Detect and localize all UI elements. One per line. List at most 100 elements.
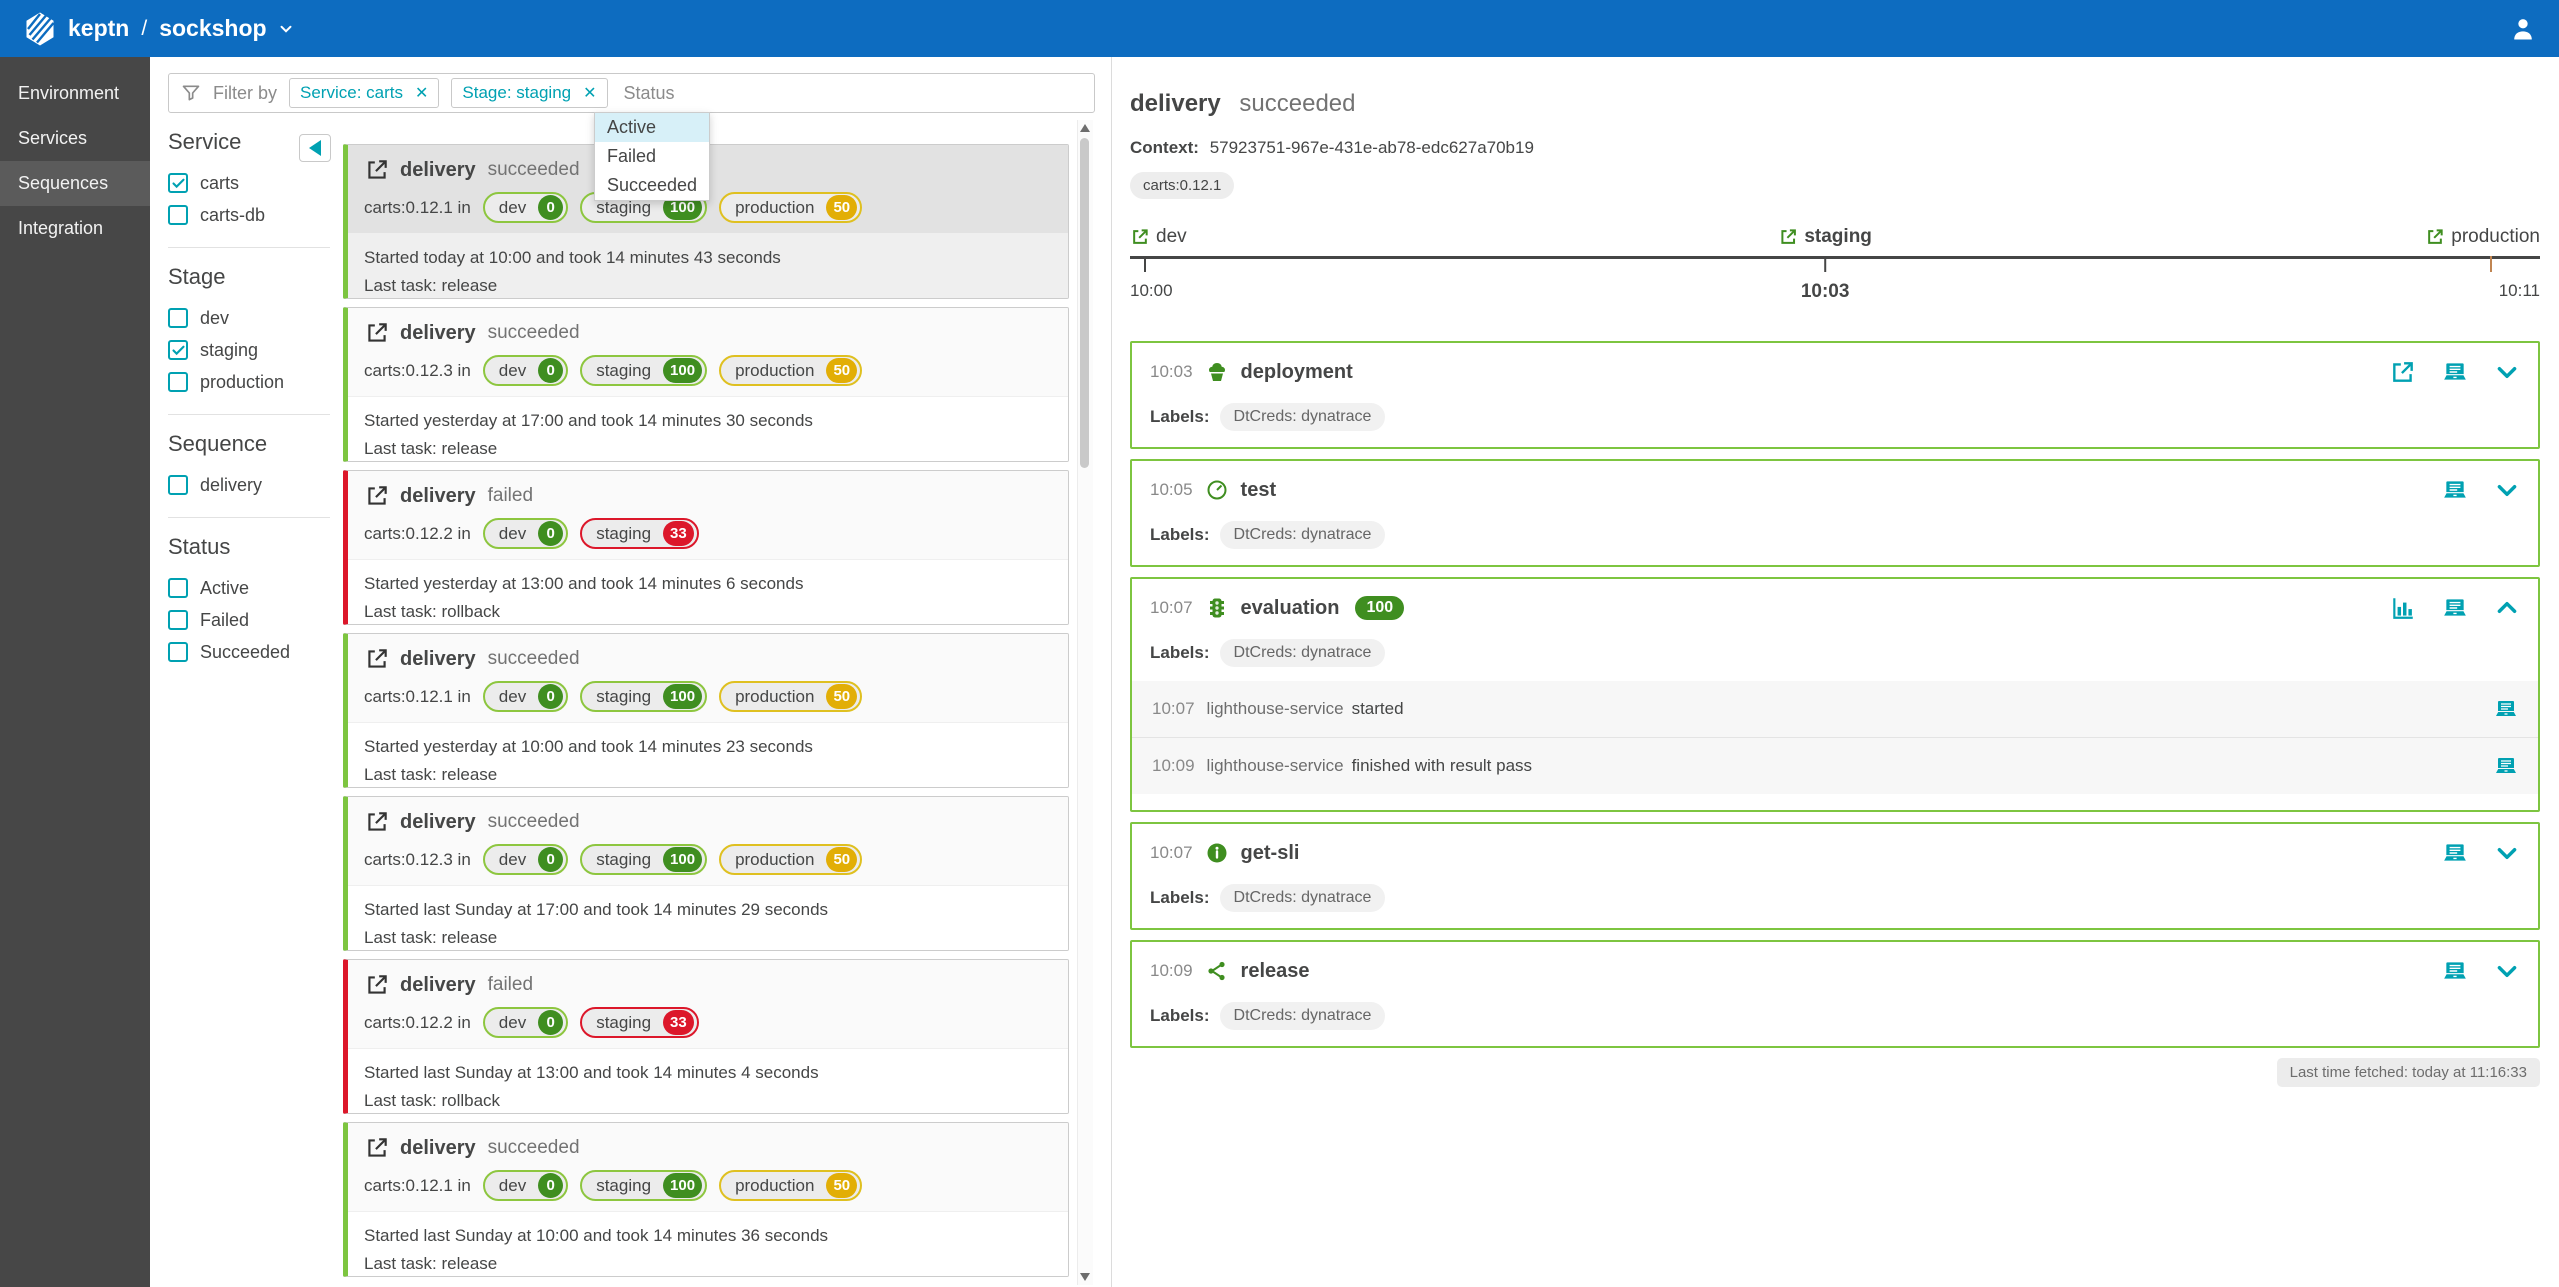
facet-option[interactable]: staging [168,334,330,366]
stage-badge[interactable]: dev 0 [483,355,568,386]
project-switcher[interactable]: sockshop [159,15,266,42]
chip-remove-icon[interactable]: ✕ [583,83,596,103]
sequence-started-text: Started last Sunday at 13:00 and took 14… [364,1063,1052,1083]
checkbox[interactable] [168,308,188,328]
stage-badge[interactable]: dev 0 [483,681,568,712]
stage-badge[interactable]: staging 100 [580,1170,707,1201]
user-icon[interactable] [2509,15,2537,43]
dropdown-option[interactable]: Succeeded [595,171,709,200]
expand-toggle[interactable] [2494,958,2520,984]
evaluation-chart-button[interactable] [2390,595,2416,621]
event-row[interactable]: 10:09 lighthouse-service finished with r… [1132,737,2538,794]
stage-badge[interactable]: production 50 [719,1170,862,1201]
facet-option[interactable]: carts [168,167,330,199]
filter-bar[interactable]: Filter by Service: carts ✕ Stage: stagin… [168,73,1095,113]
stage-badge[interactable]: production 50 [719,192,862,223]
event-payload-button[interactable] [2494,697,2518,721]
stage-badge[interactable]: dev 0 [483,1007,568,1038]
facet-option[interactable]: Failed [168,604,330,636]
expand-toggle[interactable] [2494,595,2520,621]
checkbox[interactable] [168,173,188,193]
event-payload-button[interactable] [2442,359,2468,385]
stage-badge[interactable]: staging 100 [580,681,707,712]
stage-badge[interactable]: dev 0 [483,518,568,549]
status-filter-input[interactable]: Status [624,83,675,104]
chip-remove-icon[interactable]: ✕ [415,83,428,103]
checkbox[interactable] [168,340,188,360]
chevron-down-icon[interactable] [277,20,295,38]
open-deployment-button[interactable] [2390,359,2416,385]
checkbox[interactable] [168,578,188,598]
event-payload-button[interactable] [2442,840,2468,866]
facet-option[interactable]: delivery [168,469,330,501]
home-link[interactable]: keptn [22,11,129,47]
sequence-card[interactable]: delivery succeeded carts:0.12.1 in dev 0… [343,633,1069,788]
scroll-down-icon[interactable] [1080,1273,1090,1281]
filter-chip[interactable]: Stage: staging ✕ [451,78,607,108]
ship-icon [1205,360,1229,384]
facet-title: Status [168,534,330,560]
stage-badge[interactable]: dev 0 [483,1170,568,1201]
stage-badge[interactable]: staging 33 [580,518,699,549]
timeline-stage[interactable]: staging 10:03 [1778,223,1872,303]
facet-option[interactable]: production [168,366,330,398]
stage-badge[interactable]: production 50 [719,355,862,386]
event-message: started [1352,699,1404,719]
filter-chip[interactable]: Service: carts ✕ [289,78,439,108]
timeline-stage[interactable]: production 10:11 [2425,223,2540,301]
task-header[interactable]: 10:03 deployment [1150,357,2520,387]
stage-badge[interactable]: staging 33 [580,1007,699,1038]
task-header[interactable]: 10:07 get-sli [1150,838,2520,868]
checkbox[interactable] [168,642,188,662]
timeline-stage[interactable]: dev 10:00 [1130,223,1187,301]
sequence-card[interactable]: delivery failed carts:0.12.2 in dev 0 st… [343,959,1069,1114]
scrollbar[interactable] [1077,120,1093,1285]
sequence-card[interactable]: delivery succeeded carts:0.12.3 in dev 0… [343,307,1069,462]
stage-badge[interactable]: dev 0 [483,192,568,223]
scrollbar-thumb[interactable] [1080,138,1089,468]
labels-label: Labels: [1150,407,1210,427]
sidebar-item[interactable]: Integration [0,206,150,251]
dropdown-option[interactable]: Active [595,113,709,142]
task-header[interactable]: 10:05 test [1150,475,2520,505]
dropdown-option[interactable]: Failed [595,142,709,171]
facet-option[interactable]: carts-db [168,199,330,231]
task-header[interactable]: 10:09 release [1150,956,2520,986]
event-payload-button[interactable] [2494,754,2518,778]
sequence-last-task: Last task: release [364,276,1052,296]
stage-badge[interactable]: staging 100 [580,844,707,875]
expand-toggle[interactable] [2494,359,2520,385]
scroll-up-icon[interactable] [1080,124,1090,132]
checkbox[interactable] [168,205,188,225]
sequence-card[interactable]: delivery failed carts:0.12.2 in dev 0 st… [343,470,1069,625]
stage-badge[interactable]: production 50 [719,681,862,712]
sidebar-item[interactable]: Environment [0,71,150,116]
expand-toggle[interactable] [2494,840,2520,866]
event-row[interactable]: 10:07 lighthouse-service started [1132,681,2538,737]
sequence-card[interactable]: delivery succeeded carts:0.12.1 in dev 0… [343,1122,1069,1277]
checkbox[interactable] [168,372,188,392]
checkbox[interactable] [168,475,188,495]
facet-option[interactable]: Active [168,572,330,604]
event-payload-button[interactable] [2442,958,2468,984]
sequence-card[interactable]: delivery succeeded carts:0.12.3 in dev 0… [343,796,1069,951]
sequence-card-body: Started last Sunday at 13:00 and took 14… [348,1049,1068,1114]
event-payload-button[interactable] [2442,477,2468,503]
stage-score: 33 [663,1010,694,1035]
task-header[interactable]: 10:07 evalu [1150,593,2520,623]
sidebar-item[interactable]: Services [0,116,150,161]
event-payload-button[interactable] [2442,595,2468,621]
timeline-stage-name: staging [1804,226,1872,248]
stage-badge[interactable]: production 50 [719,844,862,875]
facet-option[interactable]: dev [168,302,330,334]
facet-option[interactable]: Succeeded [168,636,330,668]
stage-score: 0 [538,1010,563,1035]
collapse-filters-button[interactable] [299,134,331,162]
labels-label: Labels: [1150,1006,1210,1026]
expand-toggle[interactable] [2494,477,2520,503]
stage-badge[interactable]: dev 0 [483,844,568,875]
chevron-down-icon [2494,958,2520,984]
sidebar-item[interactable]: Sequences [0,161,150,206]
stage-badge[interactable]: staging 100 [580,355,707,386]
checkbox[interactable] [168,610,188,630]
